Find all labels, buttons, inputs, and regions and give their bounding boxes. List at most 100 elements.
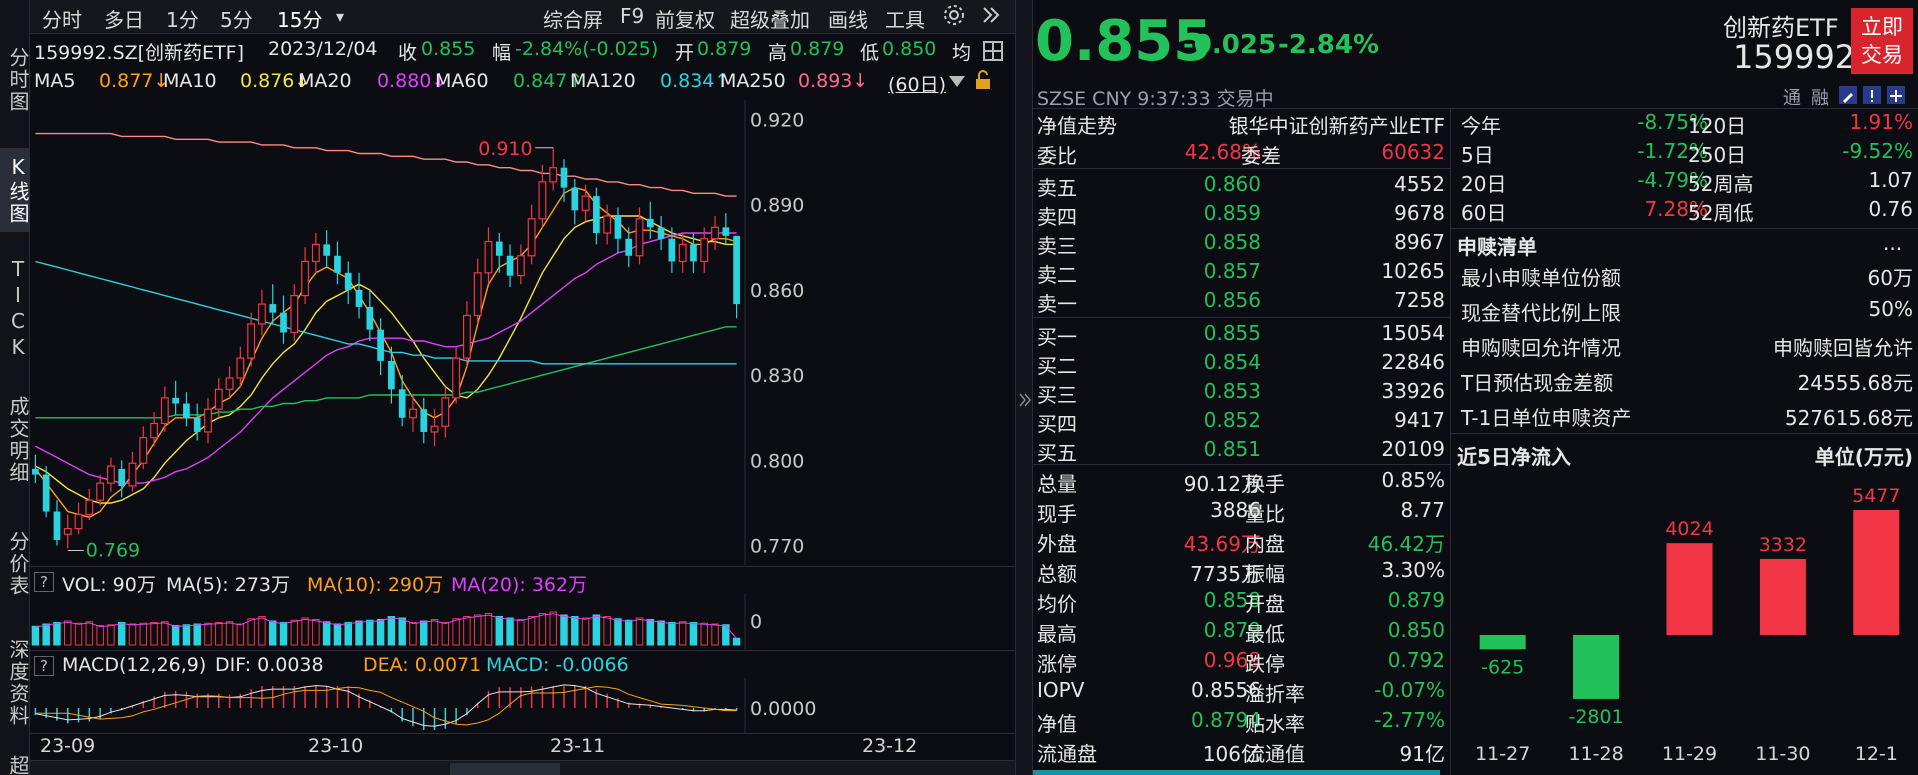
volume-bar bbox=[517, 619, 525, 646]
bid-volume: 15054 bbox=[1381, 321, 1445, 345]
high-value: 0.879 bbox=[790, 38, 845, 60]
netflow-bar: 5477 12-1 bbox=[1852, 485, 1900, 765]
indicator-tab-active[interactable] bbox=[450, 763, 560, 775]
volume-bar bbox=[484, 613, 493, 646]
stat-label: 振幅 bbox=[1245, 562, 1285, 586]
side-tab-price-table[interactable]: 分价表 bbox=[6, 531, 30, 597]
stat-value: 90.12万 bbox=[1183, 472, 1261, 496]
security-code: 159992.SZ[创新药ETF] bbox=[34, 42, 245, 64]
netflow-value-label: 3332 bbox=[1759, 534, 1807, 556]
stat-label: 跌停 bbox=[1245, 652, 1285, 676]
settings-gear-icon[interactable] bbox=[942, 3, 966, 32]
weicha-label: 委差 bbox=[1241, 144, 1281, 168]
redemption-value: 50% bbox=[1868, 297, 1913, 321]
overlay-button[interactable]: 超级叠加 bbox=[730, 8, 810, 32]
weibi-value: 42.68% bbox=[1184, 140, 1261, 164]
candle bbox=[473, 258, 482, 324]
candle bbox=[247, 312, 256, 367]
volume-help-icon[interactable]: ? bbox=[34, 570, 62, 592]
candle bbox=[106, 457, 115, 492]
volume-chart[interactable]: 0 bbox=[30, 594, 1015, 649]
perf-label: 52周高 bbox=[1688, 172, 1754, 196]
netflow-bar: 3332 11-30 bbox=[1755, 534, 1810, 765]
redemption-more[interactable]: ... bbox=[1883, 231, 1903, 255]
volume-bar bbox=[506, 617, 514, 646]
composite-screen-button[interactable]: 综合屏 bbox=[543, 8, 603, 32]
redemption-value: 60万 bbox=[1867, 266, 1913, 290]
trade-now-button[interactable]: 立即交易 bbox=[1851, 8, 1913, 74]
period-multiday[interactable]: 多日 bbox=[104, 8, 144, 32]
change-label: 幅 bbox=[492, 42, 512, 64]
ask-label: 卖一 bbox=[1037, 292, 1077, 316]
side-tab-depth[interactable]: 深度资料 bbox=[6, 639, 30, 727]
side-tab-more[interactable]: 超 bbox=[6, 755, 30, 775]
volume-bar bbox=[64, 620, 72, 646]
stat-value: 0.879 bbox=[1387, 588, 1445, 612]
tag-tong: 通 bbox=[1783, 88, 1801, 109]
f9-button[interactable]: F9 bbox=[620, 4, 645, 28]
add-watchlist-icon[interactable] bbox=[1887, 86, 1905, 104]
ma10-label: MA10 bbox=[163, 70, 217, 92]
edit-icon[interactable] bbox=[1839, 86, 1857, 104]
ma5-label: MA5 bbox=[34, 70, 76, 92]
candle bbox=[678, 233, 687, 273]
ask-volume: 10265 bbox=[1381, 259, 1445, 283]
candle bbox=[301, 247, 310, 305]
change-value: -2.84%(-0.025) bbox=[515, 38, 659, 60]
candle bbox=[527, 204, 536, 265]
tools-button[interactable]: 工具 bbox=[885, 8, 925, 32]
stat-value: 0.792 bbox=[1387, 648, 1445, 672]
macd-chart[interactable]: 0.0000 bbox=[30, 678, 1015, 733]
stat-value: 91亿 bbox=[1399, 742, 1445, 766]
volume-bar bbox=[420, 620, 428, 646]
side-tab-tick[interactable]: TICK bbox=[6, 257, 30, 361]
alert-icon[interactable] bbox=[1863, 86, 1881, 104]
stat-value: -0.07% bbox=[1374, 678, 1445, 702]
candle bbox=[74, 503, 83, 535]
period-dropdown-icon[interactable]: ▾ bbox=[336, 7, 345, 26]
weibi-label: 委比 bbox=[1037, 144, 1077, 168]
kline-chart[interactable]: 0.920 0.890 0.860 0.830 0.800 0.770 0.910 0.76… bbox=[30, 100, 1015, 565]
candle bbox=[85, 488, 94, 521]
side-tab-kline[interactable]: K线图 bbox=[0, 148, 30, 232]
close-value: 0.855 bbox=[421, 38, 476, 60]
stat-label: IOPV bbox=[1037, 678, 1085, 702]
dea-line bbox=[35, 685, 737, 726]
draw-button[interactable]: 画线 bbox=[828, 8, 868, 32]
period-1min[interactable]: 1分 bbox=[166, 8, 199, 32]
candle bbox=[366, 289, 374, 342]
side-tab-timeshare[interactable]: 分时图 bbox=[6, 47, 30, 113]
perf-value: 1.91% bbox=[1849, 110, 1913, 134]
ma-dropdown-icon[interactable] bbox=[948, 72, 966, 95]
indicator-tab-bar[interactable] bbox=[30, 760, 1015, 775]
security-name: 创新药ETF bbox=[1723, 14, 1839, 42]
netflow-date-label: 11-27 bbox=[1475, 743, 1530, 765]
candle bbox=[257, 289, 266, 336]
candle bbox=[593, 187, 600, 245]
period-15min[interactable]: 15分 bbox=[277, 8, 323, 32]
collapse-double-chevron-icon[interactable] bbox=[980, 3, 1002, 32]
period-timeshare[interactable]: 分时 bbox=[42, 8, 82, 32]
stat-value: 46.42万 bbox=[1367, 532, 1445, 556]
stat-label: 开盘 bbox=[1245, 592, 1285, 616]
stat-value: 0.85% bbox=[1381, 468, 1445, 492]
side-tab-trades[interactable]: 成交明细 bbox=[6, 396, 30, 484]
panel-divider[interactable] bbox=[1015, 0, 1033, 775]
candle bbox=[334, 241, 341, 285]
volume-ma5: MA(5): 273万 bbox=[166, 574, 291, 596]
ma-period-selector[interactable]: (60日) bbox=[888, 74, 947, 96]
macd-help-icon[interactable]: ? bbox=[34, 654, 62, 676]
nav-trend-link[interactable]: 净值走势 bbox=[1037, 114, 1117, 138]
adjust-button[interactable]: 前复权 bbox=[655, 8, 715, 32]
candle bbox=[420, 397, 428, 444]
divider-line bbox=[1033, 317, 1450, 318]
lock-icon[interactable] bbox=[974, 70, 992, 95]
candle bbox=[614, 207, 622, 253]
volume-bar bbox=[107, 624, 115, 646]
layout-grid-icon[interactable] bbox=[982, 40, 1004, 67]
volume-bar bbox=[398, 617, 406, 646]
candle bbox=[516, 244, 525, 285]
period-5min[interactable]: 5分 bbox=[220, 8, 253, 32]
ask-label: 卖三 bbox=[1037, 234, 1077, 258]
stat-label: 总量 bbox=[1037, 472, 1077, 496]
